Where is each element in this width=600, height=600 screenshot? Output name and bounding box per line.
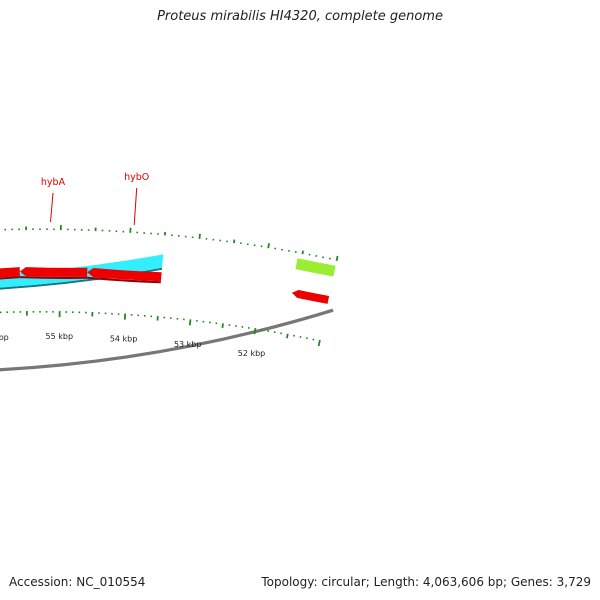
lime-feature-bar <box>295 258 336 277</box>
gene-label-hybo: hybO <box>124 172 149 183</box>
gene-label-hyba: hybA <box>41 177 66 188</box>
inner-tick <box>317 339 321 347</box>
outer-tick <box>198 233 201 239</box>
inner-tick <box>253 328 257 335</box>
feature-bars-layer <box>0 254 336 304</box>
tick-label: 52 kbp <box>238 349 266 358</box>
tick-label: 54 kbp <box>110 335 138 344</box>
tick-label: 53 kbp <box>174 340 202 349</box>
cds-arrow <box>19 267 88 277</box>
inner-tick <box>188 319 192 326</box>
tick-label: 56 kbp <box>0 333 9 342</box>
accession-text: Accession: NC_010554 <box>9 575 146 589</box>
gene-leader-line <box>50 192 54 223</box>
inner-tick <box>286 333 289 339</box>
inner-tick <box>221 323 224 328</box>
cyan-bar-shadow <box>0 267 163 290</box>
outer-tick <box>335 255 339 262</box>
tick-label: 55 kbp <box>46 332 74 341</box>
cds-arrow <box>291 289 330 304</box>
cds-shadow <box>0 276 20 280</box>
cds-shadow <box>19 276 88 279</box>
gene-labels-layer: hybOhybAhybBhybChybDhybEhypB <box>41 172 149 226</box>
outer-tick <box>301 250 305 255</box>
cds-arrow <box>87 268 162 282</box>
genome-backbone <box>0 308 334 372</box>
gene-leader-line <box>133 187 138 226</box>
cds-arrow <box>0 267 20 278</box>
map-title: Proteus mirabilis HI4320, complete genom… <box>157 9 443 24</box>
cds-shadow <box>87 276 161 284</box>
genome-stats-text: Topology: circular; Length: 4,063,606 bp… <box>261 575 591 589</box>
outer-tick <box>267 243 270 249</box>
